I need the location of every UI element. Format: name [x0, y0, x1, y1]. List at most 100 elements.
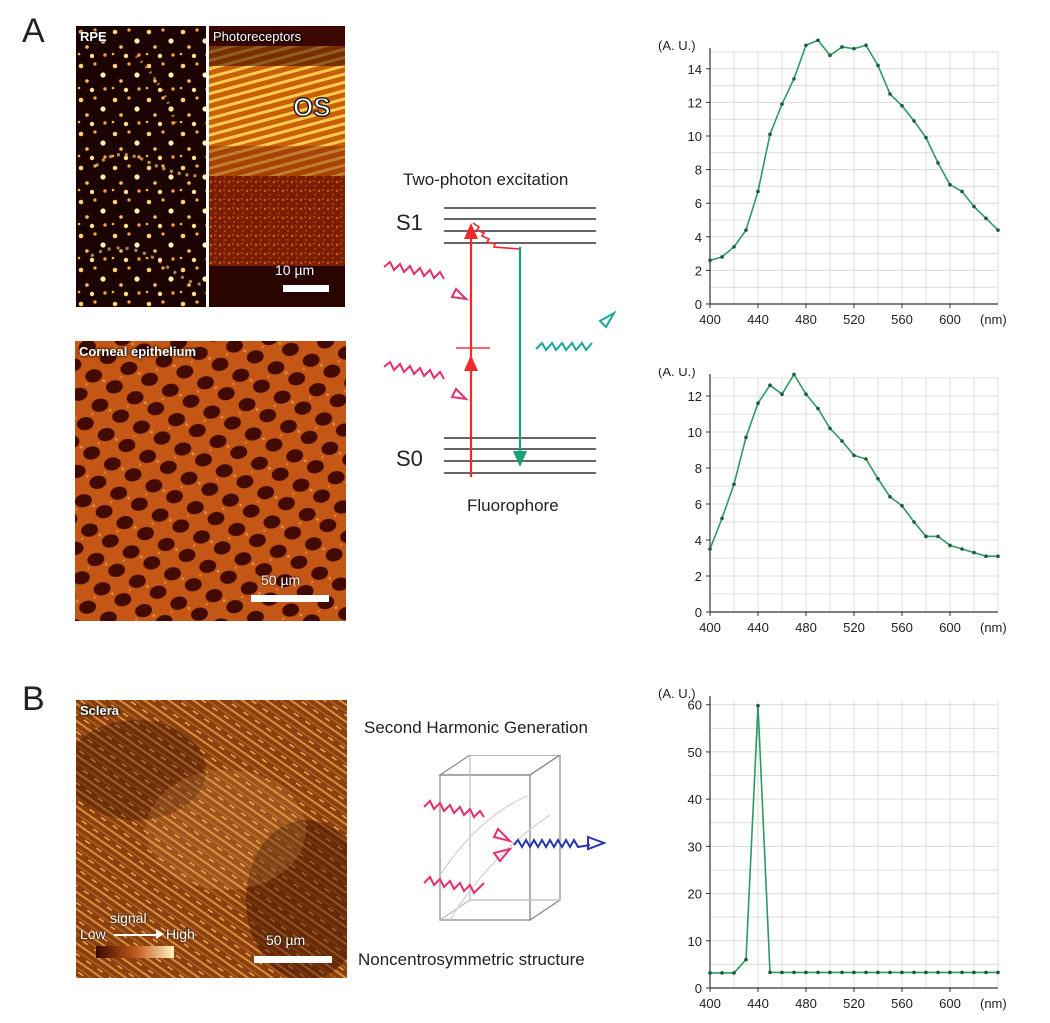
y-tick-label: 12 — [688, 389, 702, 404]
y-tick-label: 8 — [695, 461, 702, 476]
corneal-image — [75, 341, 346, 621]
data-point — [924, 135, 928, 140]
x-tick-label: 520 — [843, 996, 865, 1011]
data-point — [996, 228, 1000, 232]
scale-bar-sclera — [254, 956, 332, 963]
data-point — [792, 970, 796, 975]
x-tick-label: 520 — [843, 620, 865, 635]
chart-grid — [709, 700, 999, 989]
data-point — [852, 453, 856, 458]
panel-label-b: B — [22, 680, 45, 718]
shg-photon-out — [513, 837, 591, 850]
data-point — [900, 970, 904, 975]
photon-in-1 — [383, 260, 445, 280]
y-tick-label: 10 — [688, 934, 702, 949]
s0-label: S0 — [396, 446, 423, 471]
photon-out — [535, 341, 593, 352]
data-point — [936, 161, 940, 165]
data-point — [864, 43, 868, 48]
y-tick-label: 0 — [695, 981, 702, 996]
y-tick-label: 50 — [688, 745, 702, 760]
structure-label: Noncentrosymmetric structure — [358, 950, 585, 969]
data-point — [768, 132, 772, 137]
data-point — [780, 392, 784, 396]
data-point — [888, 92, 892, 96]
data-point — [804, 392, 808, 396]
y-tick-label: 12 — [688, 95, 702, 110]
relaxation-path — [472, 222, 521, 250]
scale-sclera-text: 50 µm — [266, 932, 306, 948]
data-point — [876, 970, 880, 975]
x-tick-label: 400 — [699, 312, 721, 327]
y-tick-label: 4 — [695, 533, 702, 548]
panel-label-a: A — [22, 12, 45, 50]
two-photon-title: Two-photon excitation — [403, 170, 569, 189]
x-tick-label: 520 — [843, 312, 865, 327]
data-point — [912, 520, 916, 524]
x-tick-label: 400 — [699, 996, 721, 1011]
scale-bar-corneal — [251, 595, 329, 602]
data-point — [840, 439, 844, 443]
data-point — [864, 970, 868, 975]
fluorophore-label: Fluorophore — [467, 496, 559, 515]
data-point — [804, 43, 808, 48]
y-tick-label: 2 — [695, 263, 702, 278]
data-point — [864, 457, 868, 461]
s1-levels — [444, 207, 596, 244]
data-point — [744, 957, 748, 962]
data-point — [936, 534, 940, 539]
y-axis-label: (A. U.) — [658, 38, 696, 53]
data-point — [828, 53, 832, 58]
x-tick-label: 600 — [939, 620, 961, 635]
rpe-label: RPE — [80, 29, 107, 44]
data-point — [744, 228, 748, 232]
shg-crystal-diagram — [423, 755, 607, 922]
data-point — [816, 38, 820, 43]
data-point — [792, 77, 796, 81]
data-point — [720, 971, 724, 975]
shg-photon-in-2 — [423, 875, 485, 895]
x-tick-label: 480 — [795, 620, 817, 635]
x-tick-label: 440 — [747, 620, 769, 635]
y-tick-label: 8 — [695, 163, 702, 178]
data-point — [732, 245, 736, 249]
signal-arrow-head — [156, 929, 164, 939]
data-point — [816, 970, 820, 975]
sclera-micrograph: Sclera signal Low High 50 µm — [76, 700, 347, 978]
data-point — [948, 182, 952, 187]
data-point — [984, 216, 988, 221]
data-point — [708, 547, 712, 551]
data-point — [912, 970, 916, 975]
x-tick-label: 480 — [795, 996, 817, 1011]
y-tick-label: 60 — [688, 698, 702, 713]
x-tick-label: 600 — [939, 312, 961, 327]
data-point — [984, 970, 988, 975]
scale-corneal-text: 50 µm — [261, 572, 301, 588]
data-point — [840, 970, 844, 975]
data-point — [780, 102, 784, 106]
x-axis-label: (nm) — [980, 996, 1007, 1011]
x-tick-label: 440 — [747, 312, 769, 327]
y-tick-label: 10 — [688, 425, 702, 440]
signal-arrow-line — [114, 934, 158, 936]
photoreceptors-label: Photoreceptors — [213, 29, 302, 44]
y-tick-label: 6 — [695, 196, 702, 211]
data-point — [756, 703, 760, 708]
os-label: OS — [292, 91, 331, 123]
y-tick-label: 6 — [695, 497, 702, 512]
high-label: High — [166, 926, 195, 942]
spectrum-chart-sclera: 0 10 20 30 40 50 60 400 440 480 520 560 600 (A. U.) (n… — [658, 686, 1007, 1011]
signal-label: signal — [110, 910, 147, 926]
y-tick-label: 20 — [688, 887, 702, 902]
data-point — [852, 970, 856, 975]
x-tick-label: 560 — [891, 996, 913, 1011]
spectrum-chart-rpe: 0 2 4 6 8 10 12 14 400 440 480 520 560 600 (A. U.) (nm) — [658, 38, 1007, 327]
x-tick-label: 480 — [795, 312, 817, 327]
data-point — [732, 482, 736, 486]
data-point — [960, 970, 964, 975]
data-point — [768, 970, 772, 975]
data-point — [912, 119, 916, 123]
shg-photon-in-1 — [423, 799, 485, 819]
data-point — [972, 550, 976, 555]
jablonski-diagram — [383, 207, 617, 477]
